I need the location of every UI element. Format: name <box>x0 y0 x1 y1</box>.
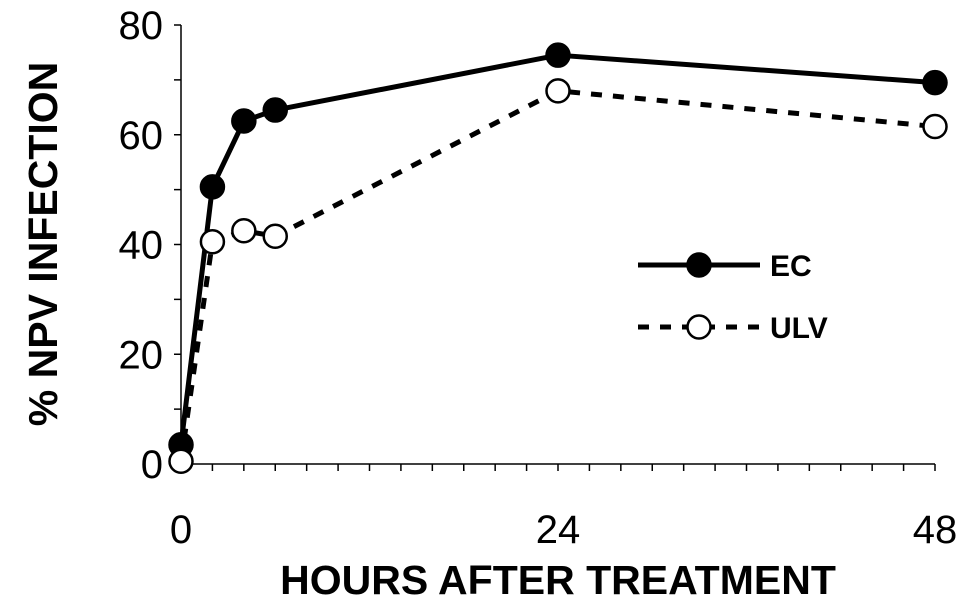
legend-marker-ec <box>686 252 712 278</box>
data-point-ec <box>922 69 948 96</box>
data-point-ulv <box>262 223 288 250</box>
legend-marker-ulv <box>686 314 712 340</box>
data-point-ec <box>199 174 226 200</box>
legend-label-ec: EC <box>770 250 812 283</box>
x-tick-label: 0 <box>170 508 192 552</box>
series-line-ulv <box>178 88 936 462</box>
y-tick-label: 0 <box>141 443 163 487</box>
series-layer <box>168 42 948 475</box>
tick-labels: 0 20 40 60 80 0 24 48 <box>119 4 958 552</box>
x-tick-label: 24 <box>536 508 581 552</box>
y-tick-label: 80 <box>119 4 164 48</box>
data-point-ec <box>545 42 571 68</box>
y-tick-label: 60 <box>119 114 164 158</box>
x-axis-title: HOURS AFTER TREATMENT <box>280 557 836 603</box>
data-point-ulv <box>545 78 571 104</box>
legend-label-ulv: ULV <box>770 312 828 345</box>
data-point-ec <box>262 97 288 123</box>
x-tick-label: 48 <box>913 508 958 552</box>
data-point-ulv <box>231 218 257 244</box>
data-point-ulv <box>168 448 194 475</box>
data-point-ulv <box>922 113 948 140</box>
y-axis-title: % NPV INFECTION <box>20 62 66 426</box>
data-point-ec <box>231 108 257 134</box>
data-point-ulv <box>199 229 226 255</box>
legend: EC ULV <box>638 250 828 345</box>
y-tick-label: 40 <box>119 224 164 268</box>
y-tick-label: 20 <box>119 333 164 377</box>
series-line-ec <box>178 52 936 446</box>
